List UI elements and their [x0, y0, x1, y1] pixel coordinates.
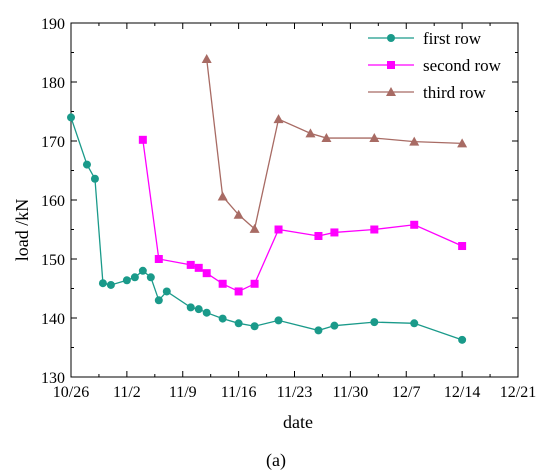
y-axis-label: load /kN: [12, 199, 32, 262]
data-point: [154, 255, 163, 263]
data-point: [370, 318, 379, 327]
x-tick-label: 10/26: [53, 384, 89, 401]
data-point: [138, 266, 147, 275]
data-point: [249, 223, 260, 233]
data-point: [250, 322, 259, 331]
series-line: [206, 58, 463, 231]
series-second-row: [138, 135, 467, 296]
x-tick-label: 12/21: [500, 384, 536, 401]
data-point: [369, 133, 380, 143]
data-point: [67, 113, 75, 122]
data-point: [201, 53, 212, 63]
legend-entry: second row: [368, 56, 502, 75]
data-point: [321, 133, 332, 143]
data-point: [273, 114, 284, 124]
series-third-row: [201, 53, 468, 233]
data-point: [98, 279, 107, 288]
data-point: [217, 191, 228, 201]
y-tick-label: 170: [41, 134, 65, 151]
x-tick-label: 11/9: [169, 384, 197, 401]
data-point: [274, 225, 283, 234]
data-point: [122, 276, 131, 285]
data-point: [138, 135, 147, 144]
legend-marker: [386, 87, 396, 96]
legend-label: first row: [423, 29, 482, 48]
data-point: [305, 128, 316, 138]
x-tick-label: 11/2: [113, 384, 141, 401]
data-point: [146, 273, 155, 282]
data-point: [410, 319, 419, 328]
data-point: [314, 231, 323, 240]
axes: 10/26 11/2 11/9 11/16 11/23 11/30 12/7 12/14 12/…: [41, 16, 536, 401]
data-point: [194, 305, 203, 314]
y-tick-label: 140: [41, 311, 65, 328]
data-point: [458, 242, 467, 251]
legend-entry: first row: [368, 29, 482, 48]
data-point: [233, 209, 244, 219]
legend-marker: [387, 34, 395, 42]
x-tick-label: 11/16: [221, 384, 257, 401]
data-point: [409, 136, 420, 146]
series-line: [70, 117, 463, 341]
data-point: [162, 287, 171, 296]
data-point: [154, 296, 163, 305]
x-axis-label: date: [283, 412, 313, 432]
data-point: [194, 263, 203, 272]
x-tick-label: 12/14: [444, 384, 480, 401]
data-point: [202, 269, 211, 278]
data-point: [186, 260, 195, 269]
data-point: [234, 287, 243, 296]
legend-label: third row: [423, 83, 487, 102]
legend: first row second row third row: [368, 29, 502, 102]
series-first-row: [67, 113, 467, 344]
x-tick-label: 12/7: [392, 384, 420, 401]
data-point: [458, 335, 467, 344]
data-point: [314, 326, 323, 335]
x-tick-label: 11/23: [277, 384, 313, 401]
data-point: [202, 308, 211, 317]
figure-caption: (a): [266, 450, 286, 471]
data-point: [186, 303, 195, 312]
data-point: [250, 279, 259, 288]
data-point: [130, 273, 139, 282]
data-point: [90, 174, 99, 183]
legend-label: second row: [423, 56, 502, 75]
y-tick-label: 160: [41, 193, 65, 210]
data-point: [370, 225, 379, 234]
data-point: [218, 279, 227, 288]
data-point: [457, 138, 468, 148]
y-tick-label: 130: [41, 370, 65, 387]
data-point: [330, 228, 339, 237]
series-layer: [67, 53, 468, 344]
data-point: [330, 321, 339, 330]
legend-entry: third row: [368, 83, 487, 102]
legend-marker: [387, 61, 395, 69]
y-tick-label: 150: [41, 252, 65, 269]
data-point: [218, 314, 227, 323]
y-tick-label: 190: [41, 16, 65, 33]
data-point: [234, 319, 243, 328]
data-point: [274, 316, 283, 325]
data-point: [410, 220, 419, 229]
data-point: [106, 280, 115, 289]
y-tick-label: 180: [41, 75, 65, 92]
x-tick-label: 11/30: [332, 384, 368, 401]
data-point: [82, 160, 91, 169]
